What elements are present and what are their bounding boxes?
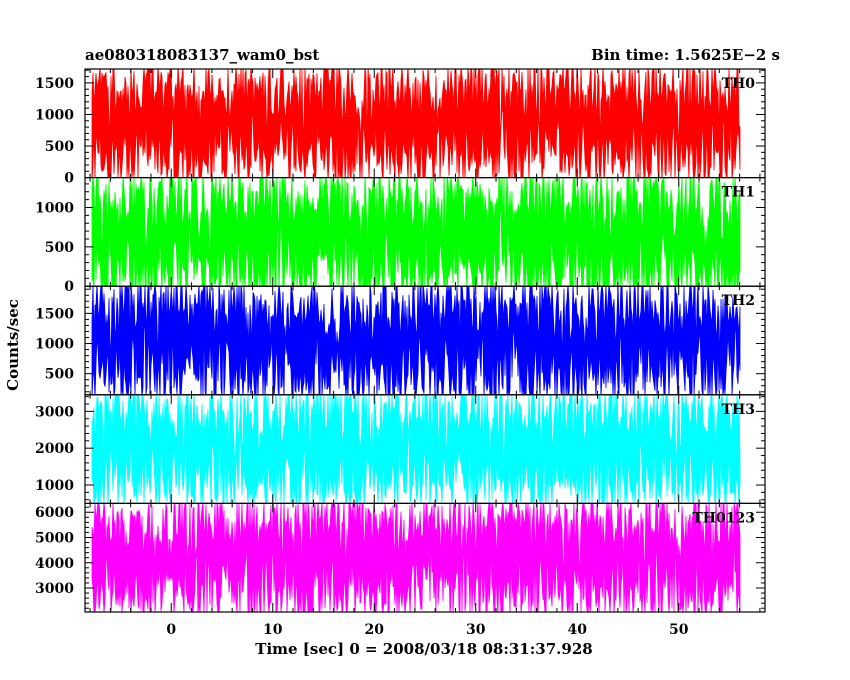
panel-th0: 0 500 1000 1500 TH0 (35, 68, 766, 187)
series-th0123 (91, 503, 741, 612)
y-tick-label: 1500 (35, 306, 74, 322)
chart-title: ae080318083137_wam0_bst (85, 46, 319, 64)
y-tick-label: 3000 (35, 581, 74, 597)
panel-th2: 500 1000 1500 TH2 (35, 285, 766, 396)
y-axis-title: Counts/sec (4, 299, 22, 391)
panel-label-th1: TH1 (722, 185, 755, 201)
y-tick-label: 500 (45, 367, 74, 383)
series-th3 (91, 394, 741, 504)
panel-th0123: 3000 4000 5000 6000 TH0123 (35, 502, 766, 613)
x-tick-label: 20 (365, 622, 385, 638)
panel-label-th2: TH2 (722, 293, 755, 309)
series-th2 (91, 286, 741, 395)
y-tick-label: 1000 (35, 201, 74, 217)
y-tick-label: 5000 (35, 530, 74, 546)
y-tick-label: 0 (64, 171, 74, 187)
x-tick-label: 50 (669, 622, 689, 638)
y-tick-label: 3000 (35, 404, 74, 420)
y-tick-label: 6000 (35, 505, 74, 521)
series-th0 (91, 69, 741, 178)
x-tick-label: 0 (166, 622, 176, 638)
y-tick-label: 1000 (35, 107, 74, 123)
panel-label-th3: TH3 (722, 402, 755, 418)
y-tick-label: 0 (64, 279, 74, 295)
y-tick-label: 4000 (35, 556, 74, 572)
series-th1 (91, 177, 741, 287)
y-tick-label: 1000 (35, 478, 74, 494)
x-tick-label: 10 (263, 622, 283, 638)
bin-time-label: Bin time: 1.5625E−2 s (591, 46, 780, 64)
y-tick-label: 500 (45, 139, 74, 155)
y-tick-label: 1500 (35, 76, 74, 92)
panel-label-th0: TH0 (722, 76, 756, 92)
x-axis-title: Time [sec] 0 = 2008/03/18 08:31:37.928 (255, 640, 592, 658)
panel-th1: 0 500 1000 TH1 (35, 177, 766, 295)
y-tick-label: 2000 (35, 441, 74, 457)
panel-th3: 1000 2000 3000 TH3 (35, 394, 766, 504)
y-tick-label: 500 (45, 240, 74, 256)
x-tick-label: 30 (466, 622, 486, 638)
x-tick-label: 40 (567, 622, 587, 638)
y-tick-label: 1000 (35, 337, 74, 353)
panel-label-th0123: TH0123 (692, 510, 755, 526)
